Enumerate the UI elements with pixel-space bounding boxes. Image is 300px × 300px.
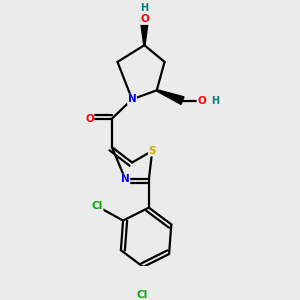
Text: Cl: Cl bbox=[92, 201, 103, 211]
Text: O: O bbox=[197, 96, 206, 106]
Text: N: N bbox=[121, 174, 130, 184]
Text: H: H bbox=[211, 96, 219, 106]
Text: O: O bbox=[85, 114, 94, 124]
Text: H: H bbox=[140, 3, 148, 13]
Text: S: S bbox=[148, 146, 156, 156]
Polygon shape bbox=[140, 20, 148, 45]
Text: O: O bbox=[140, 14, 149, 24]
Text: Cl: Cl bbox=[136, 290, 148, 300]
Text: N: N bbox=[128, 94, 136, 104]
Polygon shape bbox=[157, 90, 184, 104]
